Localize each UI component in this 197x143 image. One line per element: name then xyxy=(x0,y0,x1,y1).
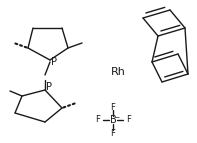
Text: F: F xyxy=(111,129,115,138)
Text: P: P xyxy=(46,82,52,92)
Text: P: P xyxy=(51,57,57,67)
Text: Rh: Rh xyxy=(111,67,125,77)
Text: F: F xyxy=(95,116,100,125)
Text: F: F xyxy=(111,103,115,112)
Text: −: − xyxy=(114,115,120,120)
Text: B: B xyxy=(110,115,116,125)
Text: F: F xyxy=(126,116,131,125)
